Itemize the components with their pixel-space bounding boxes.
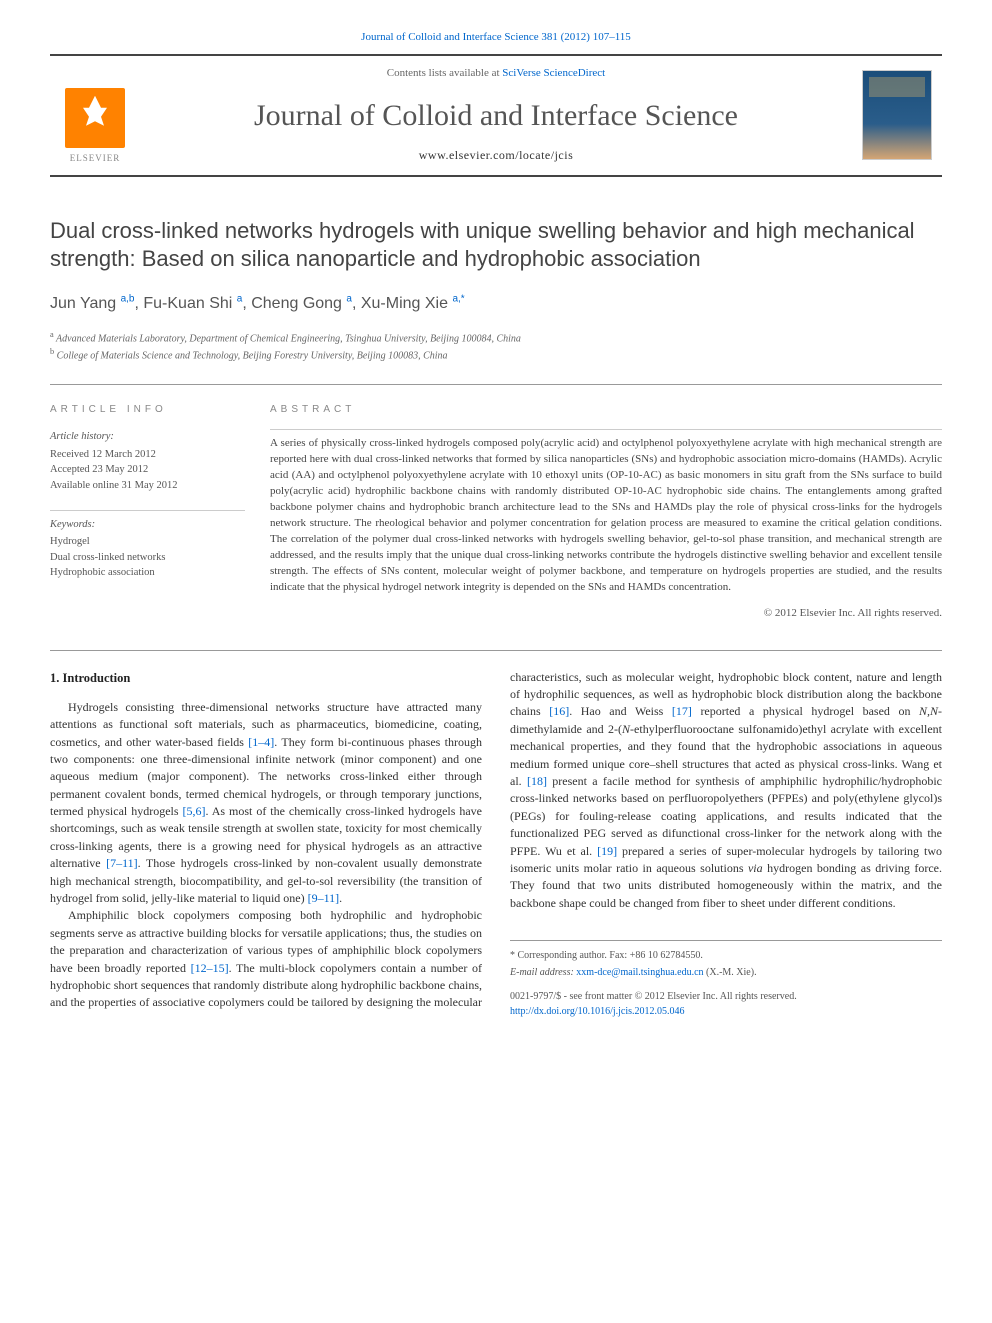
history-line: Accepted 23 May 2012 [50, 462, 245, 478]
doi-link[interactable]: http://dx.doi.org/10.1016/j.jcis.2012.05… [510, 1006, 685, 1017]
cover-block [852, 66, 942, 165]
corresponding-note: * Corresponding author. Fax: +86 10 6278… [510, 949, 769, 964]
corresponding-footer: * Corresponding author. Fax: +86 10 6278… [510, 940, 942, 980]
history-line: Available online 31 May 2012 [50, 478, 245, 494]
affiliations: a Advanced Materials Laboratory, Departm… [50, 329, 942, 364]
contents-line: Contents lists available at SciVerse Sci… [155, 66, 837, 82]
issn-doi-footer: 0021-9797/$ - see front matter © 2012 El… [510, 990, 942, 1019]
affiliation-line: a Advanced Materials Laboratory, Departm… [50, 329, 942, 346]
body-columns: 1. Introduction Hydrogels consisting thr… [50, 650, 942, 1019]
email-line: E-mail address: xxm-dce@mail.tsinghua.ed… [510, 966, 769, 981]
sciencedirect-link[interactable]: SciVerse ScienceDirect [502, 67, 605, 79]
keyword: Dual cross-linked networks [50, 550, 245, 566]
email-link[interactable]: xxm-dce@mail.tsinghua.edu.cn [576, 967, 703, 978]
journal-name: Journal of Colloid and Interface Science [155, 94, 837, 138]
abstract-label: ABSTRACT [270, 403, 942, 418]
abstract-col: ABSTRACT A series of physically cross-li… [270, 403, 942, 622]
keyword: Hydrophobic association [50, 565, 245, 581]
author-list: Jun Yang a,b, Fu-Kuan Shi a, Cheng Gong … [50, 292, 942, 315]
body-paragraph: Hydrogels consisting three-dimensional n… [50, 699, 482, 908]
article-history-block: Article history: Received 12 March 2012 … [50, 429, 245, 493]
publisher-block: ELSEVIER [50, 66, 140, 165]
journal-url[interactable]: www.elsevier.com/locate/jcis [155, 147, 837, 164]
masthead-center: Contents lists available at SciVerse Sci… [140, 66, 852, 165]
keywords-block: Keywords: Hydrogel Dual cross-linked net… [50, 510, 245, 581]
abstract-text: A series of physically cross-linked hydr… [270, 429, 942, 595]
journal-cover-icon [862, 70, 932, 160]
article-info-col: ARTICLE INFO Article history: Received 1… [50, 403, 270, 622]
section-heading: 1. Introduction [50, 669, 482, 687]
keyword: Hydrogel [50, 534, 245, 550]
publisher-label: ELSEVIER [70, 152, 121, 165]
info-abstract-row: ARTICLE INFO Article history: Received 1… [50, 384, 942, 622]
contents-prefix: Contents lists available at [387, 67, 502, 79]
affiliation-line: b College of Materials Science and Techn… [50, 346, 942, 363]
email-label: E-mail address: [510, 967, 576, 978]
issn-line: 0021-9797/$ - see front matter © 2012 El… [510, 990, 942, 1005]
article-title: Dual cross-linked networks hydrogels wit… [50, 217, 942, 274]
masthead: ELSEVIER Contents lists available at Sci… [50, 54, 942, 177]
email-suffix: (X.-M. Xie). [704, 967, 757, 978]
running-citation: Journal of Colloid and Interface Science… [50, 30, 942, 46]
elsevier-logo-icon [65, 88, 125, 148]
keywords-heading: Keywords: [50, 517, 245, 532]
history-heading: Article history: [50, 429, 245, 444]
history-line: Received 12 March 2012 [50, 447, 245, 463]
abstract-copyright: © 2012 Elsevier Inc. All rights reserved… [270, 606, 942, 622]
article-info-label: ARTICLE INFO [50, 403, 245, 418]
